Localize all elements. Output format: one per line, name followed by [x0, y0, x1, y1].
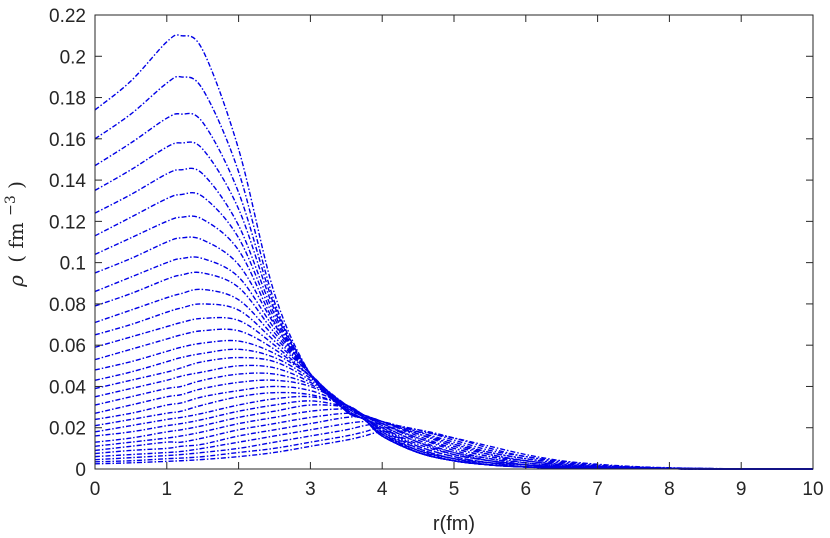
y-tick-label: 0.22: [49, 6, 86, 27]
density-curve-19: [94, 372, 813, 470]
x-tick-label: 10: [802, 479, 823, 500]
y-tick-label: 0.16: [49, 130, 86, 151]
y-tick-label: 0.02: [49, 419, 86, 440]
y-tick-label: 0.12: [49, 212, 86, 233]
y-axis-label-open: (: [4, 255, 28, 263]
x-tick-label: 3: [305, 479, 316, 500]
tick-labels-group: 0 1 2 3 4 5 6 7 8 9 10 0 0.02 0.04 0.06 0.08 0.1 0.12 0.14…: [49, 6, 824, 500]
y-tick-label: 0.06: [49, 336, 86, 357]
density-curve-30: [94, 422, 814, 470]
y-axis-label-symbol: ρ: [4, 275, 28, 288]
density-curve-15: [94, 339, 813, 470]
x-tick-label: 0: [90, 479, 101, 500]
density-curve-25: [94, 404, 813, 470]
plot-area: [95, 15, 813, 469]
y-tick-label: 0: [75, 460, 86, 481]
x-tick-label: 6: [521, 479, 532, 500]
density-curve-16: [94, 348, 813, 470]
ticks-group: [94, 14, 814, 470]
y-axis-label-exp: −3: [3, 195, 19, 216]
x-tick-label: 1: [162, 479, 173, 500]
density-curve-32: [94, 430, 814, 470]
y-tick-label: 0.04: [49, 377, 86, 398]
y-tick-label: 0.18: [49, 89, 86, 110]
x-tick-label: 5: [449, 479, 460, 500]
density-curve-9: [94, 256, 813, 470]
x-tick-label: 8: [664, 479, 675, 500]
y-tick-label: 0.1: [60, 254, 86, 275]
x-tick-label: 2: [233, 479, 244, 500]
y-axis-label-close: ): [4, 181, 28, 189]
y-tick-label: 0.14: [49, 171, 86, 192]
y-tick-label: 0.08: [49, 295, 86, 316]
y-axis-label-unit: fm: [4, 222, 28, 248]
plot-frame: [94, 14, 814, 470]
x-axis-label: r(fm): [433, 513, 475, 535]
x-tick-label: 4: [377, 479, 388, 500]
density-curve-22: [94, 391, 813, 470]
y-tick-label: 0.2: [60, 47, 86, 68]
x-tick-label: 7: [592, 479, 603, 500]
y-axis-label: ρ ( fm −3 ): [0, 181, 28, 288]
density-curve-31: [94, 426, 814, 470]
x-tick-label: 9: [736, 479, 747, 500]
density-curve-18: [94, 364, 813, 470]
